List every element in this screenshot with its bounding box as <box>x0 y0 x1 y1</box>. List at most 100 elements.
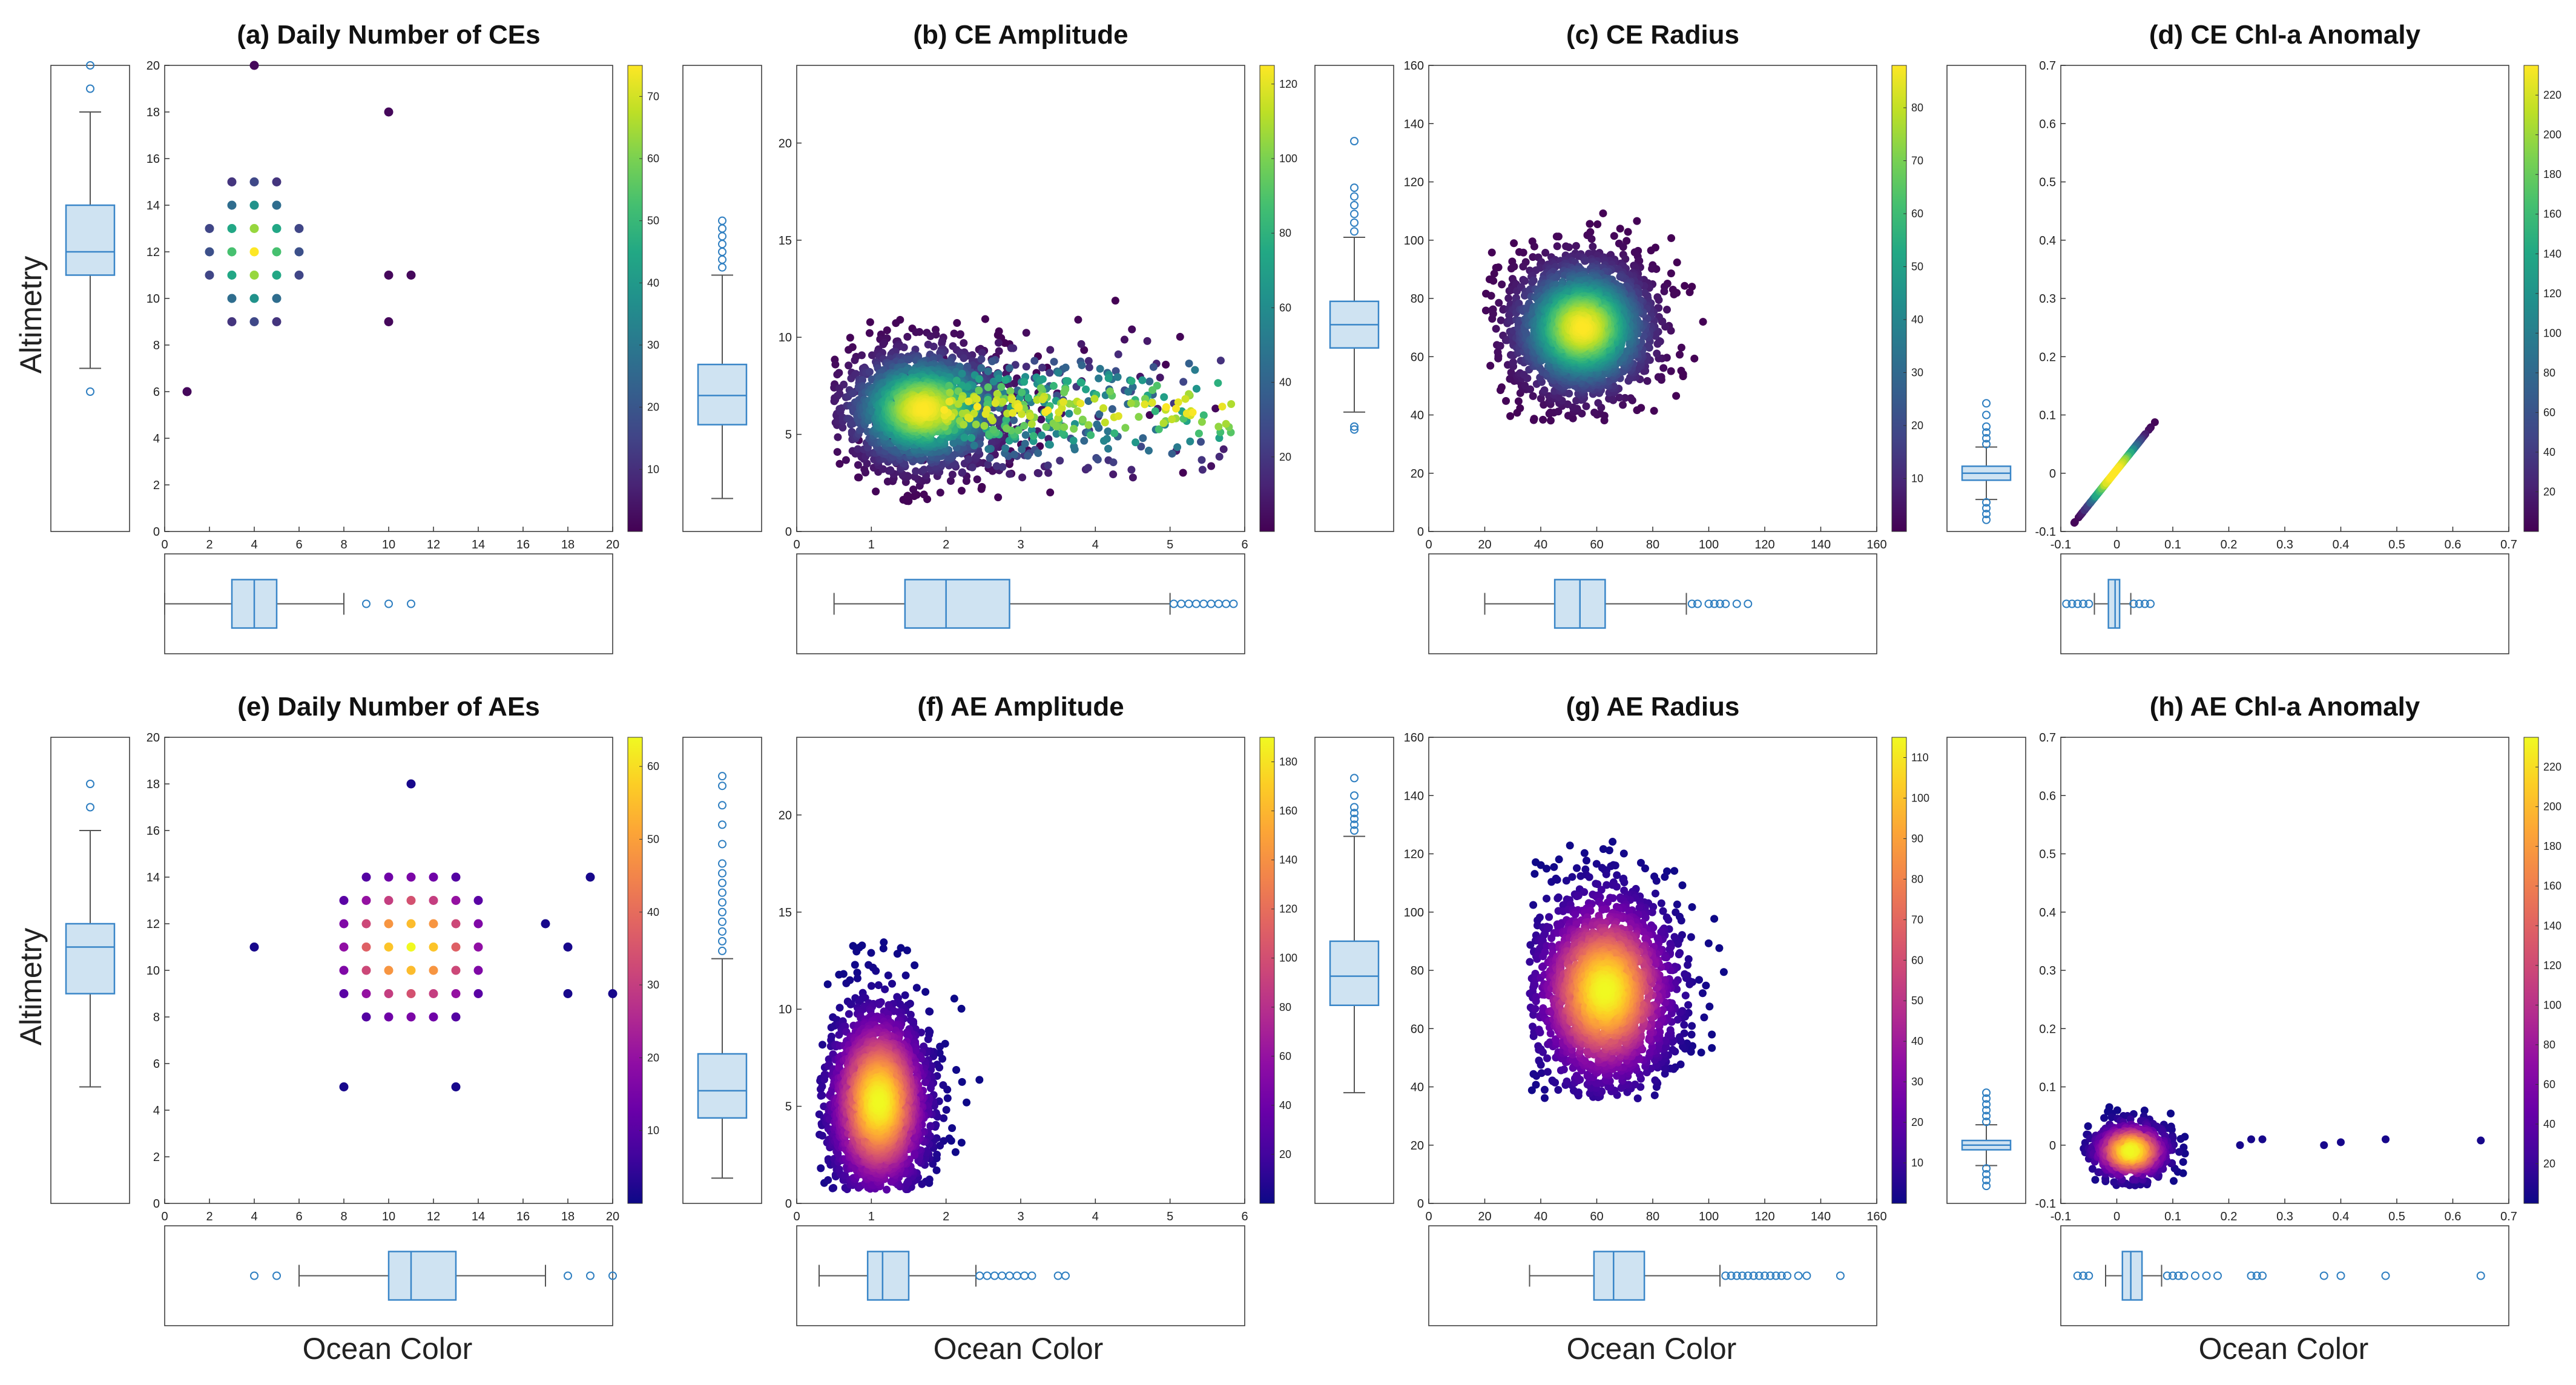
scatter-point <box>1106 387 1115 396</box>
scatter-point <box>1085 363 1093 372</box>
colorbar-tick-label: 60 <box>647 153 659 165</box>
scatter-point <box>1022 363 1030 371</box>
scatter-point <box>1578 323 1587 332</box>
scatter-point <box>205 271 214 280</box>
scatter-point <box>1009 344 1018 352</box>
scatter-point <box>1510 262 1518 271</box>
scatter-point <box>1021 431 1030 439</box>
scatter-point <box>997 383 1006 391</box>
colorbar-tick-label: 80 <box>1279 227 1291 239</box>
x-tick-label: 5 <box>1167 538 1173 551</box>
scatter-point <box>945 398 954 406</box>
scatter-point <box>1084 464 1092 472</box>
scatter-point <box>272 271 282 280</box>
colorbar-tick-label: 20 <box>647 401 659 413</box>
scatter-point <box>1179 378 1188 386</box>
scatter-point <box>851 356 859 364</box>
scatter-point <box>1565 243 1573 251</box>
scatter-point <box>1112 367 1120 375</box>
y-tick-label: 0 <box>153 525 160 539</box>
scatter-point <box>1082 385 1090 393</box>
scatter-point <box>849 389 857 398</box>
box-iqr <box>65 204 116 276</box>
scatter-point <box>978 349 986 357</box>
scatter-point <box>227 177 237 186</box>
x-tick-label: 0 <box>1425 538 1432 551</box>
scatter-point <box>1172 404 1181 413</box>
scatter-frame <box>164 65 613 532</box>
x-tick-label: 80 <box>1646 538 1659 551</box>
scatter-point <box>1065 409 1073 418</box>
scatter-point <box>1018 473 1027 482</box>
outlier <box>362 599 371 608</box>
scatter-point <box>1647 246 1655 255</box>
y-tick-label: 40 <box>1411 409 1424 423</box>
scatter-point <box>970 441 978 450</box>
scatter-point <box>892 319 900 327</box>
scatter-point <box>227 224 237 233</box>
scatter-point <box>1029 432 1038 440</box>
scatter-point <box>249 271 259 280</box>
x-tick-label: 0.2 <box>2221 538 2238 551</box>
scatter-point <box>1540 386 1549 395</box>
scatter-point <box>1006 387 1015 395</box>
x-tick-label: 0 <box>2113 538 2120 551</box>
scatter-point <box>249 224 259 233</box>
scatter-point <box>1135 413 1143 421</box>
x-tick-label: 12 <box>427 538 440 551</box>
y-tick-label: 6 <box>153 386 160 399</box>
scatter-point <box>960 420 968 429</box>
colorbar <box>1259 65 1275 532</box>
x-axis-label-panel-b: Ocean Color <box>934 1332 1104 1366</box>
scatter-point <box>1027 419 1036 428</box>
scatter-point <box>981 315 989 323</box>
scatter-point <box>1038 431 1046 439</box>
x-tick-label: 40 <box>1534 538 1547 551</box>
scatter-point <box>1211 404 1220 413</box>
colorbar-tick-label: 70 <box>647 90 659 102</box>
scatter-point <box>1659 364 1668 372</box>
colorbar <box>627 65 643 532</box>
colorbar-tick-label: 30 <box>647 339 659 351</box>
x-axis-label-panel-a: Ocean Color <box>303 1332 473 1366</box>
scatter-point <box>1124 387 1133 396</box>
scatter-point <box>1489 310 1497 318</box>
scatter-point <box>1660 287 1668 295</box>
scatter-point <box>1010 416 1018 424</box>
scatter-point <box>948 470 957 479</box>
y-tick-label: 0.3 <box>2039 292 2056 306</box>
x-tick-label: 2 <box>206 538 212 551</box>
colorbar-tick-label: 60 <box>1279 301 1291 314</box>
scatter-point <box>1667 269 1675 278</box>
scatter-point <box>227 200 237 210</box>
scatter-point <box>946 389 954 397</box>
colorbar-tick-label: 80 <box>1911 102 1923 114</box>
scatter-point <box>987 438 996 447</box>
scatter-point <box>294 247 304 257</box>
scatter-point <box>855 473 863 482</box>
scatter-point <box>1677 343 1685 352</box>
scatter-point <box>977 355 986 363</box>
scatter-point <box>1619 243 1627 251</box>
scatter-point <box>900 343 908 352</box>
scatter-point <box>1653 293 1662 301</box>
scatter-point <box>865 367 874 376</box>
scatter-points <box>182 61 416 396</box>
scatter-point <box>1024 452 1032 460</box>
scatter-point <box>1151 407 1159 415</box>
scatter-point <box>1080 436 1089 445</box>
scatter-point <box>1207 462 1216 470</box>
scatter-point <box>1510 239 1518 248</box>
scatter-point <box>886 466 895 475</box>
scatter-point <box>842 456 850 464</box>
scatter-point <box>1049 382 1058 390</box>
scatter-point <box>1141 400 1149 409</box>
scatter-point <box>1001 339 1009 347</box>
scatter-point <box>994 331 1003 339</box>
scatter-point <box>1138 376 1147 384</box>
y-tick-label: 0 <box>785 525 792 539</box>
scatter-point <box>1035 469 1043 478</box>
scatter-point <box>920 405 928 413</box>
scatter-point <box>966 414 974 423</box>
colorbar-tick-label: 70 <box>1911 155 1923 167</box>
